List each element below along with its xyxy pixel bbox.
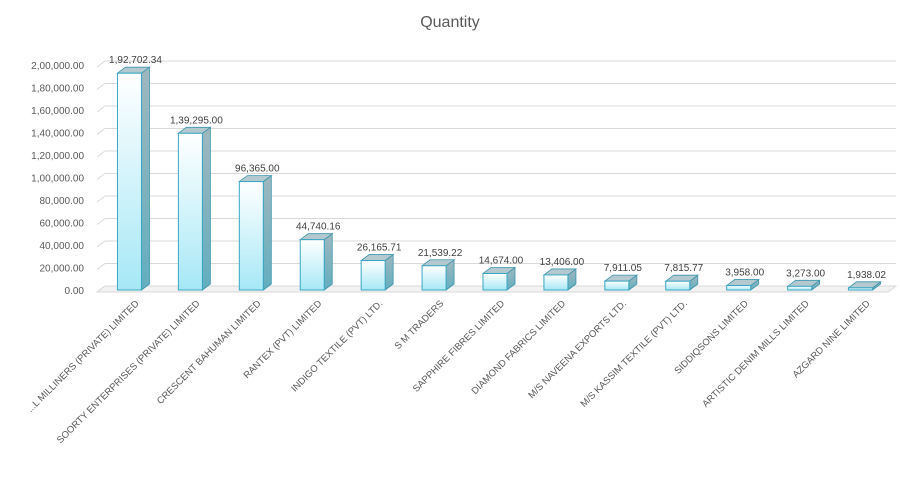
gridline-diag [96,173,106,180]
gridline-diag [96,150,106,158]
bar-front [787,285,813,291]
data-label: 1,938.02 [847,270,886,281]
gridlines [96,60,896,293]
bar [359,253,395,291]
chart-title: Quantity [420,14,480,31]
gridline-diag [96,83,106,90]
bar-front [238,181,264,291]
data-label: 44,740.16 [296,222,341,233]
category-label: S M TRADERS [393,298,447,352]
bar [786,279,821,291]
bar-front [665,280,691,291]
gridline-diag [96,105,106,113]
bars [116,66,882,291]
gridline-diag [96,218,106,225]
category-label: SOORTY ENTERPRISES (PRIVATE) LIMITED [55,298,203,446]
category-label: CRESCENT BAHUMAN LIMITED [155,298,264,407]
y-tick-label: 80,000.00 [40,196,85,207]
bar-front [726,285,752,291]
bar [116,66,151,291]
y-tick-label: 60,000.00 [40,219,85,230]
category-label: ARTISTIC DENIM MILLS LIMITED [700,298,812,410]
data-label: 3,958.00 [725,268,764,279]
bar [420,258,456,291]
y-axis-tick-labels: 0.00 20,000.00 40,000.00 60,000.00 80,000.00… [31,61,84,297]
bar-front [177,132,203,291]
y-tick-label: 1,80,000.00 [31,84,84,95]
gridline-diag [96,263,106,270]
y-tick-label: 1,60,000.00 [31,106,84,117]
category-label: M/S NAVEENA EXPORTS LTD. [526,298,629,401]
data-label: 3,273.00 [786,268,825,279]
category-label: ...L MILLINERS (PRIVATE) LIMITED [25,298,142,415]
bar [603,274,639,291]
bar [299,232,334,291]
data-label: 13,406.00 [540,257,585,268]
bar-front [604,280,630,291]
gridline-diag [96,60,106,68]
bar [664,274,699,291]
bar-front [116,72,142,291]
bar-side [323,232,333,291]
y-tick-label: 20,000.00 [40,264,85,275]
gridline-diag [96,128,106,135]
data-label: 21,539.22 [418,248,463,259]
data-label: 1,39,295.00 [170,115,223,126]
bar-side [201,126,211,291]
bar [847,281,882,291]
gridline-diag [96,195,106,203]
bar-front [482,272,508,291]
data-label: 7,815.77 [664,263,703,274]
y-tick-label: 1,00,000.00 [31,174,84,185]
bar [725,278,760,291]
data-labels: 1,92,702.34 1,39,295.00 96,365.00 44,740.16… [109,55,886,281]
bar-front [360,260,386,291]
y-tick-label: 0.00 [65,286,85,297]
y-tick-label: 40,000.00 [40,241,85,252]
bar-side [262,174,272,291]
bar-front [848,287,874,291]
y-tick-label: 1,40,000.00 [31,129,84,140]
bar-front [299,239,325,291]
bar [238,174,273,291]
data-label: 26,165.71 [357,243,402,254]
data-label: 1,92,702.34 [109,55,162,66]
bar [481,266,517,291]
bar-side [141,66,150,291]
bar [542,268,578,291]
bar-front [543,274,569,291]
data-label: 96,365.00 [235,164,280,175]
bar [177,126,212,291]
y-tick-label: 2,00,000.00 [31,61,84,72]
gridline-diag [96,240,106,248]
category-label: M/S KASSIM TEXTILE (PVT) LTD. [579,298,690,409]
bar-front [421,265,447,291]
data-label: 14,674.00 [479,255,524,266]
y-tick-label: 1,20,000.00 [31,151,84,162]
data-label: 7,911.05 [604,263,643,274]
